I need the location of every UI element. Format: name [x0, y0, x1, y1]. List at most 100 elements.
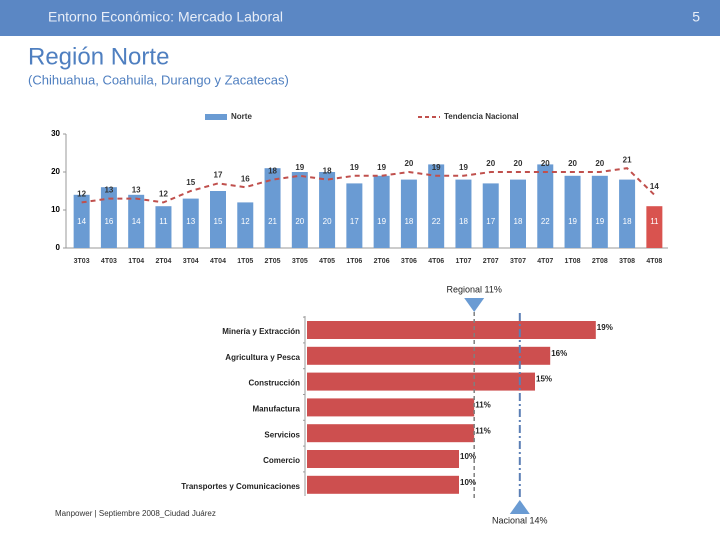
category-label: Transportes y Comunicaciones — [181, 482, 300, 491]
line-value-label: 13 — [104, 186, 113, 195]
bar-value-label: 11% — [475, 401, 491, 410]
bar — [428, 164, 445, 248]
bar-value-label: 19 — [595, 217, 604, 226]
x-tick-label: 2T07 — [483, 258, 499, 265]
x-tick-label: 2T04 — [155, 258, 171, 265]
reference-label: Nacional 14% — [492, 515, 548, 525]
y-tick-label: 0 — [56, 243, 61, 252]
bar-value-label: 22 — [432, 217, 441, 226]
reference-marker — [464, 298, 485, 312]
x-tick-label: 1T07 — [455, 258, 471, 265]
x-tick-label: 1T06 — [346, 258, 362, 265]
page-number: 5 — [692, 9, 700, 25]
bar — [307, 450, 459, 468]
bar-value-label: 20 — [295, 217, 304, 226]
category-label: Comercio — [263, 456, 300, 465]
bar-value-label: 14 — [77, 217, 86, 226]
category-label: Agricultura y Pesca — [225, 353, 300, 362]
bar — [182, 198, 199, 248]
category-label: Construcción — [248, 379, 300, 388]
bar — [210, 191, 226, 248]
bar — [400, 179, 417, 248]
y-tick-label: 20 — [51, 167, 60, 176]
bar — [264, 168, 281, 248]
bar-value-label: 19 — [568, 217, 577, 226]
line-value-label: 20 — [541, 159, 550, 168]
line-value-label: 20 — [486, 159, 495, 168]
bar-value-label: 18 — [459, 217, 468, 226]
bar-value-label: 14 — [132, 217, 141, 226]
bar-value-label: 16% — [551, 349, 567, 358]
trend-line — [81, 167, 656, 204]
bar-value-label: 21 — [268, 217, 277, 226]
bar-value-label: 10% — [460, 452, 476, 461]
x-tick-label: 3T06 — [401, 258, 417, 265]
line-value-label: 20 — [404, 159, 413, 168]
x-tick-label: 3T07 — [510, 258, 526, 265]
bar-value-label: 18 — [623, 217, 632, 226]
line-value-label: 17 — [214, 171, 223, 180]
y-tick-label: 10 — [51, 205, 60, 214]
x-tick-label: 4T08 — [646, 258, 662, 265]
bar-value-label: 11 — [650, 217, 659, 226]
bar — [307, 321, 596, 339]
x-tick-label: 1T05 — [237, 258, 253, 265]
bar-value-label: 15% — [536, 375, 552, 384]
bar — [619, 179, 636, 248]
slide-subtitle: (Chihuahua, Coahuila, Durango y Zacateca… — [28, 72, 289, 87]
x-tick-label: 4T03 — [101, 258, 117, 265]
x-tick-label: 3T05 — [292, 258, 308, 265]
legend-label: Tendencia Nacional — [444, 112, 519, 121]
x-tick-label: 4T06 — [428, 258, 444, 265]
line-value-label: 13 — [132, 186, 141, 195]
header-bar — [0, 0, 720, 36]
bar — [646, 206, 663, 248]
bar-value-label: 19% — [597, 323, 613, 332]
bar — [346, 183, 363, 248]
bar — [128, 194, 145, 248]
bar-value-label: 17 — [350, 217, 359, 226]
line-value-label: 19 — [350, 163, 359, 172]
bar — [307, 398, 475, 417]
line-value-label: 19 — [459, 163, 468, 172]
reference-marker — [509, 500, 530, 514]
x-tick-label: 2T06 — [374, 258, 390, 265]
category-label: Servicios — [264, 430, 300, 439]
x-tick-label: 3T03 — [74, 258, 90, 265]
line-value-label: 16 — [241, 174, 250, 183]
bar-value-label: 15 — [214, 217, 223, 226]
bar — [373, 175, 390, 248]
category-label: Minería y Extracción — [222, 327, 300, 336]
x-tick-label: 1T04 — [128, 258, 144, 265]
bar — [455, 179, 472, 248]
legend-swatch — [205, 114, 227, 120]
bar — [319, 172, 336, 248]
line-value-label: 19 — [432, 163, 441, 172]
header-title: Entorno Económico: Mercado Laboral — [48, 9, 283, 25]
bar-value-label: 12 — [241, 217, 250, 226]
x-tick-label: 4T05 — [319, 258, 335, 265]
bar-value-label: 16 — [104, 217, 113, 226]
bar-value-label: 11 — [159, 217, 168, 226]
bar — [307, 346, 551, 365]
x-tick-label: 2T08 — [592, 258, 608, 265]
line-value-label: 14 — [650, 182, 659, 191]
line-value-label: 12 — [77, 190, 86, 199]
line-value-label: 19 — [377, 163, 386, 172]
x-tick-label: 4T07 — [537, 258, 553, 265]
y-tick-label: 30 — [51, 129, 60, 138]
bar-value-label: 10% — [460, 478, 476, 487]
x-tick-label: 1T08 — [565, 258, 581, 265]
bar — [73, 194, 90, 248]
bar — [155, 206, 172, 248]
bar — [537, 164, 554, 248]
line-value-label: 20 — [568, 159, 577, 168]
category-label: Manufactura — [252, 405, 300, 414]
bar — [100, 187, 117, 248]
bar — [591, 175, 608, 248]
x-tick-label: 3T04 — [183, 258, 199, 265]
bar — [307, 424, 475, 443]
bar — [307, 372, 535, 391]
x-tick-label: 2T05 — [265, 258, 281, 265]
